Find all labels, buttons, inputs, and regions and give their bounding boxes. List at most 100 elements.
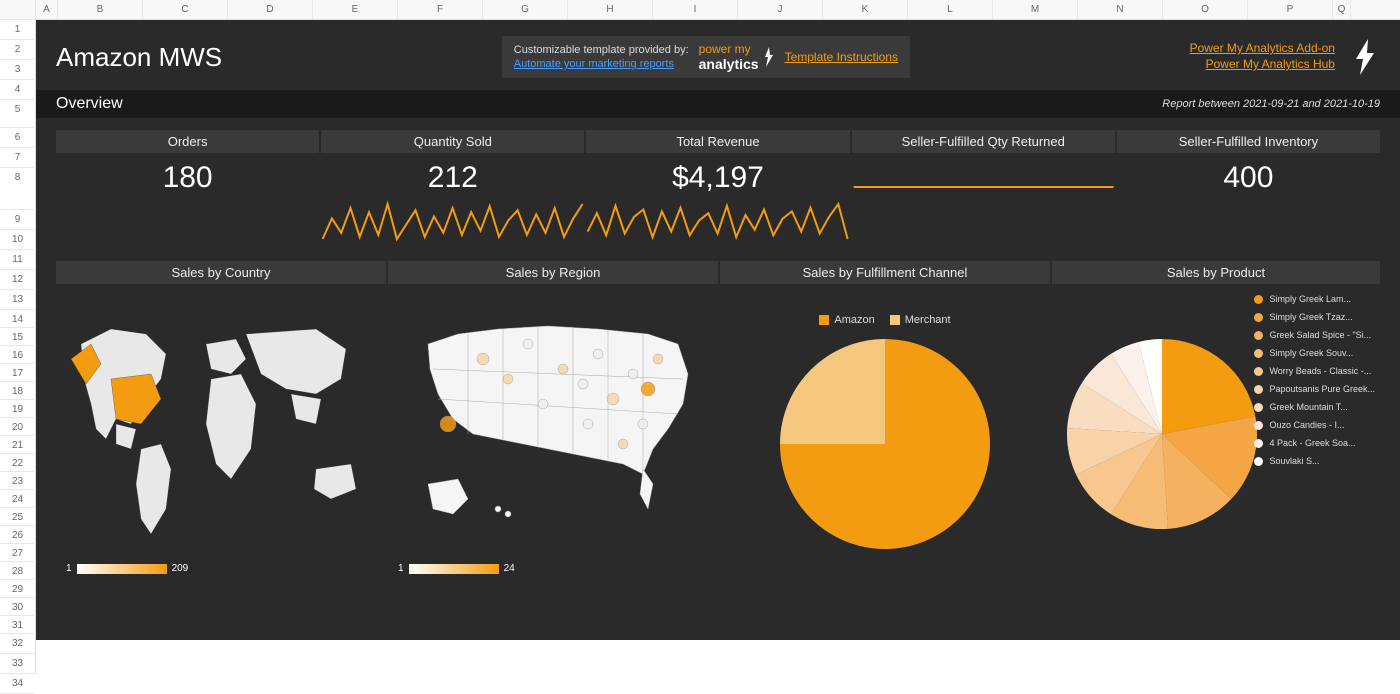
column-header[interactable]: G [483,0,568,19]
legend-swatch [1254,457,1263,466]
legend-label: Souvlaki S... [1269,456,1319,466]
row-header[interactable]: 30 [0,598,35,616]
pie-slice[interactable] [780,339,885,444]
row-header[interactable]: 1 [0,20,35,40]
column-header[interactable]: O [1163,0,1248,19]
row-header[interactable]: 14 [0,310,35,328]
row-header[interactable]: 5 [0,100,35,128]
column-header[interactable]: K [823,0,908,19]
column-header[interactable]: P [1248,0,1333,19]
column-header[interactable]: A [36,0,58,19]
legend-label: 4 Pack - Greek Soa... [1269,438,1355,448]
column-header[interactable]: E [313,0,398,19]
row-header[interactable]: 11 [0,250,35,270]
legend-label: Amazon [834,314,874,326]
addon-link[interactable]: Power My Analytics Add-on [1190,41,1335,55]
row-header[interactable]: 29 [0,580,35,598]
legend-swatch [1254,313,1263,322]
legend-item: Simply Greek Tzaz... [1254,312,1375,322]
row-header[interactable]: 34 [0,674,35,694]
row-header[interactable]: 9 [0,210,35,230]
legend-label: Greek Mountain T... [1269,402,1347,412]
dashboard-header: Amazon MWS Customizable template provide… [56,32,1380,82]
sparkline [852,165,1115,210]
template-text: Customizable template provided by: [514,44,689,56]
row-header[interactable]: 18 [0,382,35,400]
row-header[interactable]: 21 [0,436,35,454]
dashboard: Amazon MWS Customizable template provide… [36,20,1400,640]
pie-legend: Simply Greek Lam...Simply Greek Tzaz...G… [1254,294,1375,474]
bolt-icon [763,47,775,67]
spreadsheet-frame: 1234567891011121314151617181920212223242… [0,0,1400,674]
row-header[interactable]: 17 [0,364,35,382]
row-header[interactable]: 32 [0,634,35,654]
sales-by-country-card: Sales by Country [56,261,386,584]
legend-swatch [1254,403,1263,412]
empty-cells[interactable] [36,640,1400,674]
column-header[interactable]: Q [1333,0,1351,19]
column-header[interactable]: L [908,0,993,19]
row-header[interactable]: 25 [0,508,35,526]
world-map[interactable]: 1 209 [56,284,386,584]
select-all-cell[interactable] [0,0,35,20]
hub-link[interactable]: Power My Analytics Hub [1190,57,1335,71]
row-header[interactable]: 8 [0,168,35,210]
row-header[interactable]: 12 [0,270,35,290]
column-header[interactable]: D [228,0,313,19]
row-header[interactable]: 26 [0,526,35,544]
metric-value [852,153,1115,165]
product-pie[interactable]: Simply Greek Lam...Simply Greek Tzaz...G… [1052,284,1380,584]
row-header[interactable]: 24 [0,490,35,508]
map-legend: 1 209 [66,563,188,574]
row-header[interactable]: 33 [0,654,35,674]
row-header[interactable]: 13 [0,290,35,310]
row-header[interactable]: 16 [0,346,35,364]
template-instructions-link[interactable]: Template Instructions [785,50,898,64]
column-header[interactable]: M [993,0,1078,19]
automate-link[interactable]: Automate your marketing reports [514,58,689,70]
legend-swatch [819,315,829,325]
metric-value: 212 [321,153,584,199]
row-header[interactable]: 28 [0,562,35,580]
sales-by-region-card: Sales by Region [388,261,718,584]
row-header[interactable]: 10 [0,230,35,250]
column-header[interactable]: J [738,0,823,19]
chart-title: Sales by Product [1052,261,1380,284]
row-header[interactable]: 2 [0,40,35,60]
chart-title: Sales by Fulfillment Channel [720,261,1050,284]
column-header[interactable]: B [58,0,143,19]
legend-label: Ouzo Candies - I... [1269,420,1344,430]
legend-swatch [890,315,900,325]
legend-item: Papoutsanis Pure Greek... [1254,384,1375,394]
sparkline [321,199,584,244]
metric-value: $4,197 [586,153,849,199]
column-header[interactable]: N [1078,0,1163,19]
row-header[interactable]: 15 [0,328,35,346]
row-header[interactable]: 22 [0,454,35,472]
row-header[interactable]: 7 [0,148,35,168]
legend-label: Simply Greek Souv... [1269,348,1353,358]
row-header[interactable]: 6 [0,128,35,148]
us-map[interactable]: 1 24 [388,284,718,584]
row-header[interactable]: 20 [0,418,35,436]
legend-swatch [1254,421,1263,430]
column-header[interactable]: C [143,0,228,19]
bolt-icon [1350,37,1380,77]
row-header[interactable]: 23 [0,472,35,490]
legend-item: 4 Pack - Greek Soa... [1254,438,1375,448]
column-header[interactable]: H [568,0,653,19]
row-header[interactable]: 19 [0,400,35,418]
row-header[interactable]: 27 [0,544,35,562]
legend-swatch [1254,385,1263,394]
row-header[interactable]: 31 [0,616,35,634]
metric-card: Quantity Sold212 [321,130,584,249]
row-header[interactable]: 4 [0,80,35,100]
column-header[interactable]: I [653,0,738,19]
channel-pie[interactable]: AmazonMerchant [720,284,1050,584]
overview-label: Overview [56,95,123,113]
sales-by-product-card: Sales by Product Simply Greek Lam...Simp… [1052,261,1380,584]
column-header[interactable]: F [398,0,483,19]
row-header[interactable]: 3 [0,60,35,80]
column-headers: ABCDEFGHIJKLMNOPQ [36,0,1400,20]
metric-card: Seller-Fulfilled Qty Returned [852,130,1115,249]
